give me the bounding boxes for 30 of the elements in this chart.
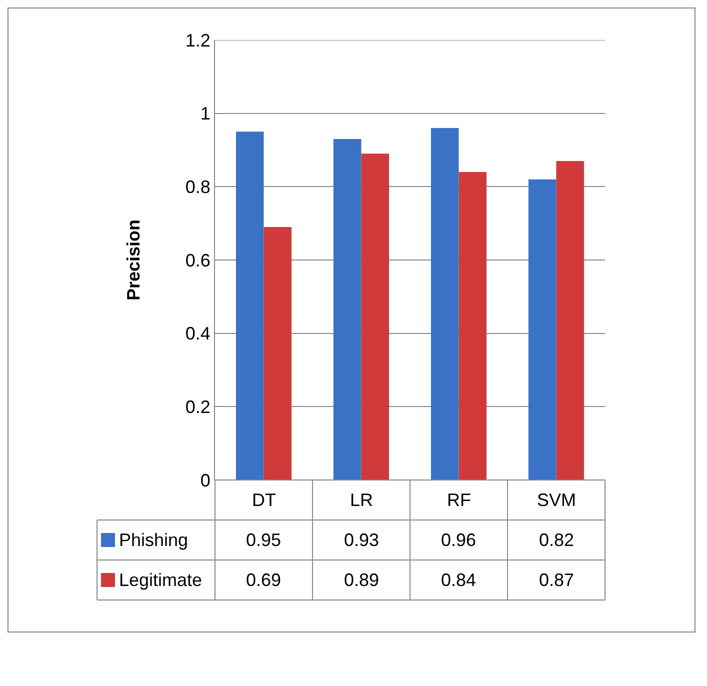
data-label: 0.93 xyxy=(344,530,380,550)
x-tick-label: LR xyxy=(350,490,374,510)
data-label: 0.87 xyxy=(539,570,574,590)
bar xyxy=(361,154,390,480)
bar xyxy=(556,161,584,480)
x-tick-label: SVM xyxy=(537,490,576,510)
bar xyxy=(458,172,487,480)
bar xyxy=(264,227,292,480)
bar xyxy=(236,132,264,480)
data-label: 0.69 xyxy=(246,570,282,590)
data-label: 0.95 xyxy=(246,530,282,550)
data-label: 0.89 xyxy=(344,570,380,590)
data-label: 0.84 xyxy=(441,570,476,590)
y-tick-label: 0.6 xyxy=(185,250,210,270)
bar xyxy=(430,128,459,480)
legend-label: Phishing xyxy=(119,530,188,550)
y-tick-label: 0.8 xyxy=(185,176,210,197)
data-label: 0.82 xyxy=(539,530,574,550)
data-label: 0.96 xyxy=(441,530,476,550)
bar xyxy=(528,179,556,480)
y-tick-label: 0 xyxy=(200,470,210,490)
y-tick-label: 0.2 xyxy=(185,396,210,417)
y-tick-label: 1.2 xyxy=(185,30,210,50)
y-tick-label: 0.4 xyxy=(185,324,210,344)
x-tick-label: DT xyxy=(252,490,276,510)
legend-label: Legitimate xyxy=(119,570,202,590)
bar xyxy=(333,139,362,480)
y-tick-label: 1 xyxy=(200,104,210,124)
x-tick-label: RF xyxy=(447,490,471,510)
y-axis-title: Precision xyxy=(124,219,144,301)
